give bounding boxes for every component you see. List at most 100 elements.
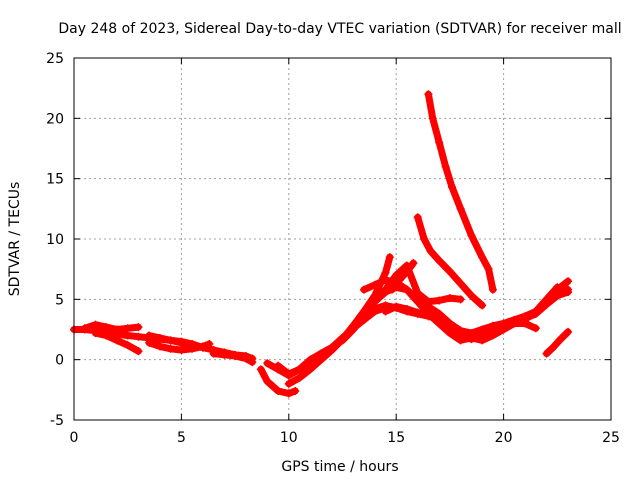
series-arc-19 — [531, 283, 573, 316]
x-tick-label: 10 — [280, 430, 298, 446]
data-point — [102, 323, 111, 332]
data-point — [112, 336, 121, 345]
data-point — [385, 253, 394, 262]
data-point — [409, 259, 418, 268]
data-point — [435, 296, 444, 305]
data-point — [123, 331, 132, 340]
data-point — [531, 307, 540, 316]
x-tick-label: 5 — [177, 430, 186, 446]
series-arc-10 — [284, 277, 573, 388]
y-tick-label: 5 — [55, 292, 64, 308]
x-tick-label: 0 — [70, 430, 79, 446]
data-point — [359, 307, 368, 316]
data-point — [145, 338, 154, 347]
data-point — [478, 253, 487, 262]
data-point — [445, 294, 454, 303]
data-point — [291, 387, 300, 396]
data-point — [274, 361, 283, 370]
data-point — [155, 342, 164, 351]
data-point — [209, 349, 218, 358]
data-point — [467, 291, 476, 300]
data-point — [381, 276, 390, 285]
data-point — [402, 304, 411, 313]
data-point — [317, 355, 326, 364]
data-point — [177, 346, 186, 355]
data-point — [205, 339, 214, 348]
data-point — [306, 355, 315, 364]
chart-title: Day 248 of 2023, Sidereal Day-to-day VTE… — [58, 21, 621, 37]
data-point — [435, 313, 444, 322]
y-tick-label: 10 — [46, 232, 64, 248]
data-point — [484, 265, 493, 274]
data-point — [102, 331, 111, 340]
series-line — [388, 259, 417, 294]
data-point — [488, 327, 497, 336]
data-point — [392, 271, 401, 280]
series-line — [317, 253, 394, 364]
data-point — [263, 377, 272, 386]
data-point — [91, 329, 100, 338]
series-line — [414, 213, 486, 309]
data-point — [392, 279, 401, 288]
data-point — [542, 349, 551, 358]
data-point — [284, 370, 293, 379]
x-tick-label: 20 — [495, 430, 513, 446]
data-point — [327, 346, 336, 355]
data-point — [295, 373, 304, 382]
data-point — [553, 283, 562, 292]
data-point — [177, 338, 186, 347]
y-tick-label: -5 — [50, 413, 64, 429]
data-point — [478, 331, 487, 340]
data-point — [428, 114, 437, 123]
data-point — [488, 285, 497, 294]
data-point — [370, 280, 379, 289]
data-point — [256, 365, 265, 374]
series-arc-2 — [80, 320, 143, 334]
data-point — [80, 324, 89, 333]
data-point — [123, 324, 132, 333]
data-point — [145, 331, 154, 340]
data-point — [499, 323, 508, 332]
data-point — [284, 389, 293, 398]
data-point — [564, 327, 573, 336]
series-arc-17 — [413, 213, 487, 310]
data-point — [564, 285, 573, 294]
data-point — [220, 350, 229, 359]
series-arc-18 — [542, 327, 573, 358]
data-point — [413, 297, 422, 306]
data-point — [413, 213, 422, 222]
data-point — [456, 279, 465, 288]
x-tick-label: 15 — [387, 430, 405, 446]
data-point — [555, 336, 564, 345]
series-arc-15 — [387, 259, 418, 294]
data-point — [564, 277, 573, 286]
data-point — [381, 268, 390, 277]
data-point — [456, 331, 465, 340]
data-point — [420, 235, 429, 243]
data-point — [424, 297, 433, 306]
data-point — [402, 267, 411, 276]
data-point — [424, 311, 433, 320]
series-line — [263, 304, 389, 379]
data-point — [166, 344, 175, 353]
data-point — [467, 335, 476, 344]
data-series — [70, 90, 573, 398]
data-point — [188, 341, 197, 350]
data-point — [413, 308, 422, 317]
data-point — [467, 231, 476, 240]
data-point — [166, 336, 175, 345]
data-point — [402, 285, 411, 294]
x-tick-label: 25 — [602, 430, 620, 446]
axis-ticks: 0 5 10 15 20 25 -5 0 5 10 15 20 25 — [46, 51, 620, 446]
data-point — [198, 343, 207, 352]
data-point — [387, 285, 396, 294]
data-point — [445, 267, 454, 276]
data-point — [263, 359, 272, 368]
data-point — [123, 341, 132, 350]
data-point — [542, 295, 551, 304]
data-point — [478, 301, 487, 310]
data-point — [241, 354, 250, 363]
data-point — [370, 295, 379, 304]
y-tick-label: 20 — [46, 111, 64, 127]
data-point — [424, 90, 433, 99]
